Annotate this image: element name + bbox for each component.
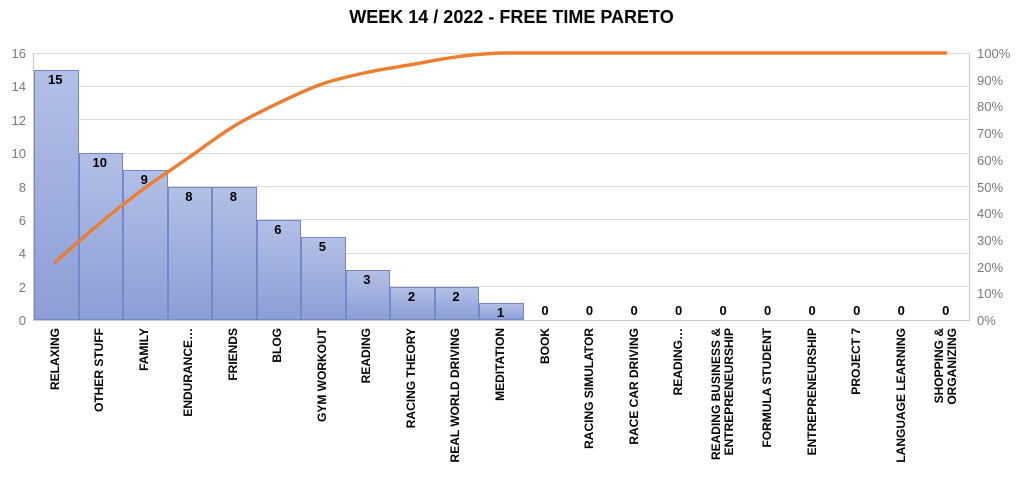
y-axis-right-tick: 90%: [977, 72, 1004, 88]
category-label: RACE CAR DRIVING: [626, 328, 641, 445]
y-axis-right-tick: 60%: [977, 152, 1004, 168]
bar-value-label: 9: [140, 171, 148, 187]
y-axis-right-tick: 30%: [977, 232, 1004, 248]
y-axis-right-tick: 50%: [977, 179, 1004, 195]
y-axis-left-tick: 4: [18, 246, 26, 262]
bar-value-label: 0: [853, 303, 861, 318]
bar: [479, 303, 524, 320]
y-axis-left-tick: 14: [11, 79, 26, 95]
bar-value-label: 0: [541, 303, 549, 318]
y-axis-left-tick: 0: [18, 313, 26, 328]
category-label: MEDITATION: [493, 328, 507, 401]
category-label: RELAXING: [47, 328, 62, 391]
bar-value-label: 2: [407, 288, 416, 304]
plot-area: [33, 52, 970, 321]
y-axis-left-tick: 12: [11, 112, 26, 128]
bar-value-label: 5: [318, 238, 326, 254]
y-axis-right-tick: 80%: [977, 99, 1004, 115]
category-label: READING BUSINESS & ENTREPRENEURSHIP: [709, 328, 737, 461]
category-label: RACING THEORY: [403, 328, 418, 429]
gridline: [34, 286, 969, 288]
chart-title: WEEK 14 / 2022 - FREE TIME PARETO: [349, 7, 674, 27]
gridline: [34, 152, 969, 154]
gridline: [34, 119, 969, 121]
bar-value-label: 0: [897, 303, 905, 318]
category-label: RACING SIMULATOR: [582, 328, 597, 449]
category-label: PROJECT 7: [849, 328, 864, 395]
bar-value-label: 10: [92, 155, 108, 171]
y-axis-left-tick: 10: [11, 146, 26, 162]
category-label: REAL WORLD DRIVING: [448, 328, 463, 463]
bar: [345, 269, 391, 320]
category-label: FRIENDS: [225, 328, 240, 381]
bar: [123, 169, 168, 320]
category-label: SHOPPING & ORGANIZING: [931, 328, 959, 405]
y-axis-left-tick: 16: [11, 46, 26, 61]
bar-value-label: 8: [185, 188, 193, 204]
bar-value-label: 8: [229, 188, 237, 204]
y-axis-right-tick: 100%: [977, 46, 1011, 61]
y-axis-left-tick: 8: [18, 179, 26, 195]
bar-value-label: 3: [363, 271, 371, 287]
bar-value-label: 6: [274, 221, 282, 237]
category-label: READING: [359, 328, 374, 384]
category-label: READING…: [671, 328, 686, 396]
y-axis-left-tick: 6: [18, 212, 26, 228]
bar: [390, 286, 435, 320]
y-axis-right-tick: 70%: [977, 126, 1004, 142]
bar-value-label: 2: [452, 288, 460, 304]
bar: [212, 186, 257, 320]
gridline: [34, 85, 969, 87]
bar: [167, 186, 213, 320]
category-label: FORMULA STUDENT: [760, 328, 775, 448]
y-axis-right-tick: 10%: [977, 286, 1004, 302]
category-label: FAMILY: [136, 328, 151, 371]
bar: [34, 69, 79, 320]
y-axis-right-tick: 40%: [977, 206, 1004, 222]
bar-value-label: 15: [48, 71, 63, 87]
bar-value-label: 0: [808, 303, 816, 318]
y-axis-right-tick: 0%: [977, 313, 996, 328]
bar: [434, 286, 480, 320]
gridline: [34, 52, 969, 54]
bar: [78, 153, 124, 320]
category-label: LANGUAGE LEARNING: [893, 328, 908, 463]
bar-value-label: 0: [674, 303, 683, 318]
category-label: GYM WORKOUT: [314, 328, 329, 422]
y-axis-right-tick: 20%: [977, 259, 1004, 275]
category-label: ENDURANCE…: [181, 328, 196, 417]
bar-value-label: 0: [585, 303, 594, 318]
bar-value-label: 1: [496, 305, 505, 321]
bar-value-label: 0: [719, 303, 727, 318]
category-label: BOOK: [537, 328, 552, 364]
category-label: ENTREPRENEURSHIP: [804, 328, 819, 456]
bar-value-label: 0: [630, 303, 638, 318]
category-label: BLOG: [270, 328, 285, 363]
category-label: OTHER STUFF: [92, 328, 107, 412]
y-axis-left-tick: 2: [18, 279, 26, 295]
bar-value-label: 0: [942, 303, 950, 318]
bar-value-label: 0: [764, 303, 772, 318]
